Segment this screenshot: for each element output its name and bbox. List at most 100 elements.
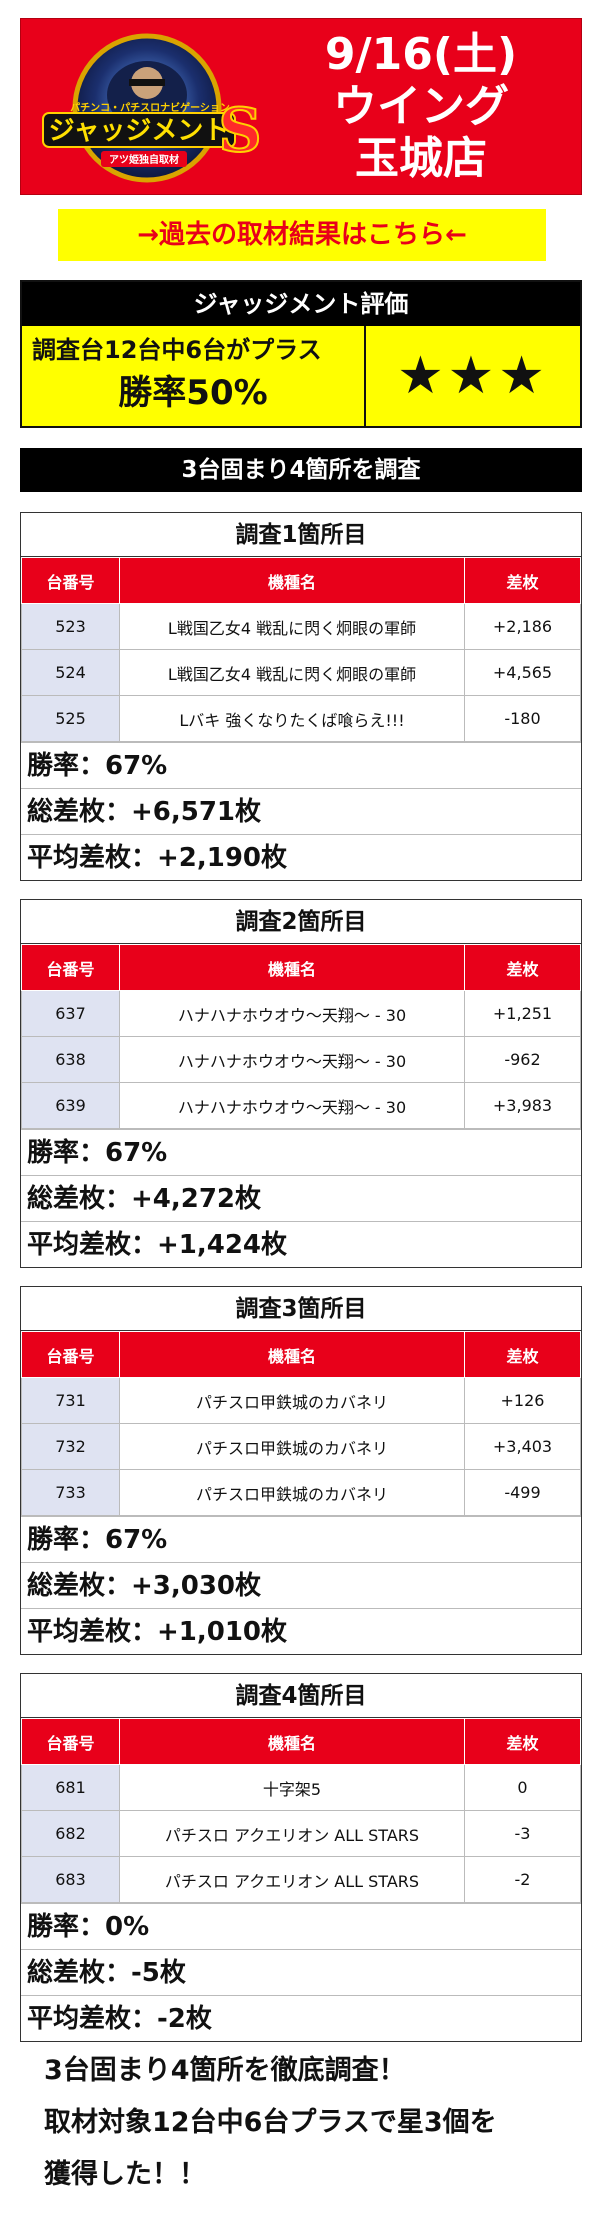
unit-number: 524 <box>21 649 120 696</box>
unit-number: 683 <box>21 1856 120 1903</box>
column-header-unit: 台番号 <box>21 1718 120 1765</box>
header-banner: パチンコ・パチスロナビゲーション ジャッジメント S アツ姫独自取材 9/16(… <box>20 18 582 195</box>
closing-line: 取材対象12台中6台プラスで星3個を <box>44 2107 497 2138</box>
model-name: Lバキ 強くなりたくば喰らえ!!! <box>119 695 465 742</box>
model-name: ハナハナホウオウ～天翔～ - 30 <box>119 990 465 1037</box>
unit-number: 525 <box>21 695 120 742</box>
survey-title: 調査1箇所目 <box>21 513 581 557</box>
model-name: パチスロ甲鉄城のカバネリ <box>119 1469 465 1516</box>
coin-diff: +3,403 <box>464 1423 581 1470</box>
win-rate: 勝率：67% <box>21 1129 581 1175</box>
table-row: 681 十字架5 0 <box>21 1764 581 1811</box>
evaluation-title: ジャッジメント評価 <box>22 282 580 326</box>
table-row: 732 パチスロ甲鉄城のカバネリ +3,403 <box>21 1423 581 1470</box>
unit-number: 638 <box>21 1036 120 1083</box>
event-date: 9/16(土) <box>324 29 518 80</box>
total-diff: 総差枚：-5枚 <box>21 1949 581 1995</box>
column-header-unit: 台番号 <box>21 557 120 604</box>
closing-line: 3台固まり4箇所を徹底調査！ <box>44 2055 406 2086</box>
model-name: ハナハナホウオウ～天翔～ - 30 <box>119 1082 465 1129</box>
survey-title: 調査4箇所目 <box>21 1674 581 1718</box>
average-diff: 平均差枚：+1,010枚 <box>21 1608 581 1654</box>
results-table: 台番号 機種名 差枚 523 L戦国乙女4 戦乱に閃く炯眼の軍師 +2,186 … <box>21 557 581 742</box>
model-name: パチスロ甲鉄城のカバネリ <box>119 1423 465 1470</box>
column-header-diff: 差枚 <box>464 944 581 991</box>
win-rate: 勝率：0% <box>21 1903 581 1949</box>
column-header-unit: 台番号 <box>21 1331 120 1378</box>
column-header-model: 機種名 <box>119 1331 465 1378</box>
survey-block-1: 調査1箇所目 台番号 機種名 差枚 523 L戦国乙女4 戦乱に閃く炯眼の軍師 … <box>20 512 582 881</box>
unit-number: 523 <box>21 603 120 650</box>
svg-text:パチンコ・パチスロナビゲーション: パチンコ・パチスロナビゲーション <box>70 101 230 114</box>
header-info: 9/16(土) ウイング 玉城店 <box>271 29 571 185</box>
unit-number: 733 <box>21 1469 120 1516</box>
table-row: 733 パチスロ甲鉄城のカバネリ -499 <box>21 1469 581 1516</box>
total-diff: 総差枚：+4,272枚 <box>21 1175 581 1221</box>
coin-diff: -180 <box>464 695 581 742</box>
survey-block-2: 調査2箇所目 台番号 機種名 差枚 637 ハナハナホウオウ～天翔～ - 30 … <box>20 899 582 1268</box>
column-header-diff: 差枚 <box>464 557 581 604</box>
coin-diff: +1,251 <box>464 990 581 1037</box>
judgement-evaluation: ジャッジメント評価 調査台12台中6台がプラス 勝率50% ★★★ <box>20 280 582 428</box>
coin-diff: 0 <box>464 1764 581 1811</box>
survey-block-3: 調査3箇所目 台番号 機種名 差枚 731 パチスロ甲鉄城のカバネリ +126 … <box>20 1286 582 1655</box>
column-header-unit: 台番号 <box>21 944 120 991</box>
model-name: L戦国乙女4 戦乱に閃く炯眼の軍師 <box>119 649 465 696</box>
survey-title: 調査3箇所目 <box>21 1287 581 1331</box>
table-row: 523 L戦国乙女4 戦乱に閃く炯眼の軍師 +2,186 <box>21 603 581 650</box>
table-row: 638 ハナハナホウオウ～天翔～ - 30 -962 <box>21 1036 581 1083</box>
evaluation-win-rate: 勝率50% <box>118 373 268 413</box>
coin-diff: -962 <box>464 1036 581 1083</box>
average-diff: 平均差枚：+2,190枚 <box>21 834 581 880</box>
judgement-logo: パチンコ・パチスロナビゲーション ジャッジメント S アツ姫独自取材 <box>42 33 263 183</box>
column-header-diff: 差枚 <box>464 1718 581 1765</box>
unit-number: 637 <box>21 990 120 1037</box>
model-name: ハナハナホウオウ～天翔～ - 30 <box>119 1036 465 1083</box>
svg-text:S: S <box>218 96 261 166</box>
column-header-model: 機種名 <box>119 557 465 604</box>
coin-diff: +2,186 <box>464 603 581 650</box>
average-diff: 平均差枚：-2枚 <box>21 1995 581 2041</box>
star-rating: ★★★ <box>366 326 580 426</box>
table-row: 637 ハナハナホウオウ～天翔～ - 30 +1,251 <box>21 990 581 1037</box>
results-table: 台番号 機種名 差枚 637 ハナハナホウオウ～天翔～ - 30 +1,251 … <box>21 944 581 1129</box>
model-name: L戦国乙女4 戦乱に閃く炯眼の軍師 <box>119 603 465 650</box>
closing-line: 獲得した！！ <box>44 2159 206 2190</box>
coin-diff: +4,565 <box>464 649 581 696</box>
model-name: パチスロ アクエリオン ALL STARS <box>119 1856 465 1903</box>
table-row: 731 パチスロ甲鉄城のカバネリ +126 <box>21 1377 581 1424</box>
win-rate: 勝率：67% <box>21 742 581 788</box>
survey-block-4: 調査4箇所目 台番号 機種名 差枚 681 十字架5 0 682 パチスロ アク… <box>20 1673 582 2042</box>
column-header-model: 機種名 <box>119 1718 465 1765</box>
unit-number: 732 <box>21 1423 120 1470</box>
coin-diff: +126 <box>464 1377 581 1424</box>
average-diff: 平均差枚：+1,424枚 <box>21 1221 581 1267</box>
table-row: 639 ハナハナホウオウ～天翔～ - 30 +3,983 <box>21 1082 581 1129</box>
coin-diff: -2 <box>464 1856 581 1903</box>
results-table: 台番号 機種名 差枚 681 十字架5 0 682 パチスロ アクエリオン AL… <box>21 1718 581 1903</box>
unit-number: 682 <box>21 1810 120 1857</box>
coin-diff: -3 <box>464 1810 581 1857</box>
svg-text:ジャッジメント: ジャッジメント <box>49 116 230 146</box>
table-row: 525 Lバキ 強くなりたくば喰らえ!!! -180 <box>21 695 581 742</box>
store-branch: 玉城店 <box>355 133 487 184</box>
closing-summary: 3台固まり4箇所を徹底調査！ 取材対象12台中6台プラスで星3個を 獲得した！！ <box>44 2045 564 2201</box>
table-row: 683 パチスロ アクエリオン ALL STARS -2 <box>21 1856 581 1903</box>
column-header-diff: 差枚 <box>464 1331 581 1378</box>
total-diff: 総差枚：+3,030枚 <box>21 1562 581 1608</box>
coin-diff: -499 <box>464 1469 581 1516</box>
unit-number: 681 <box>21 1764 120 1811</box>
survey-title: 調査2箇所目 <box>21 900 581 944</box>
table-row: 524 L戦国乙女4 戦乱に閃く炯眼の軍師 +4,565 <box>21 649 581 696</box>
coin-diff: +3,983 <box>464 1082 581 1129</box>
unit-number: 731 <box>21 1377 120 1424</box>
past-results-link[interactable]: →過去の取材結果はこちら← <box>58 209 546 261</box>
evaluation-description: 調査台12台中6台がプラス <box>32 336 322 364</box>
svg-text:アツ姫独自取材: アツ姫独自取材 <box>109 153 179 166</box>
model-name: パチスロ甲鉄城のカバネリ <box>119 1377 465 1424</box>
total-diff: 総差枚：+6,571枚 <box>21 788 581 834</box>
table-row: 682 パチスロ アクエリオン ALL STARS -3 <box>21 1810 581 1857</box>
results-table: 台番号 機種名 差枚 731 パチスロ甲鉄城のカバネリ +126 732 パチス… <box>21 1331 581 1516</box>
model-name: 十字架5 <box>119 1764 465 1811</box>
model-name: パチスロ アクエリオン ALL STARS <box>119 1810 465 1857</box>
